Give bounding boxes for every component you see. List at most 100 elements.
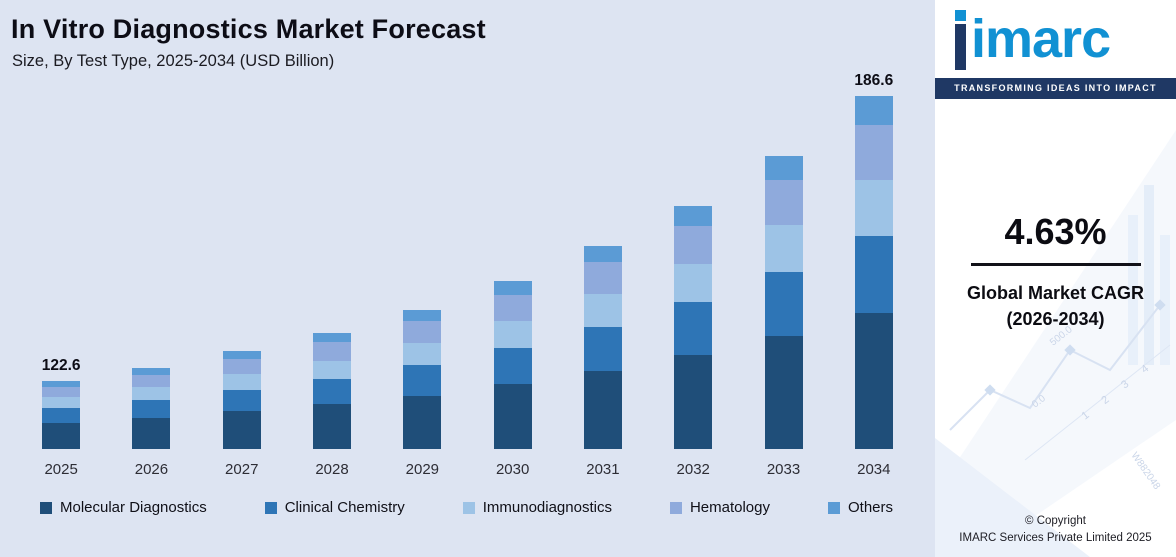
bar-segment-molecular-diagnostics bbox=[313, 404, 352, 449]
cagr-label: Global Market CAGR (2026-2034) bbox=[949, 280, 1162, 332]
bar-segment-molecular-diagnostics bbox=[42, 422, 81, 449]
bar-segment-molecular-diagnostics bbox=[403, 395, 442, 449]
bar-column: 2029 bbox=[377, 71, 467, 479]
bar-segment-immunodiagnostics bbox=[313, 360, 352, 380]
bar-segment-molecular-diagnostics bbox=[222, 411, 261, 449]
imarc-logo-text: imarc bbox=[971, 9, 1111, 70]
copyright-notice: © Copyright IMARC Services Private Limit… bbox=[935, 513, 1176, 548]
cagr-label-line1: Global Market CAGR bbox=[966, 283, 1145, 303]
imarc-logo: imarc bbox=[935, 0, 1176, 72]
legend-label: Hematology bbox=[689, 499, 770, 516]
stacked-bar bbox=[222, 351, 261, 449]
legend-swatch-icon bbox=[669, 501, 682, 514]
legend-item: Molecular Diagnostics bbox=[40, 499, 207, 516]
bar-segment-molecular-diagnostics bbox=[583, 370, 622, 449]
bar-segment-others bbox=[42, 381, 81, 387]
bar-segment-hematology bbox=[493, 294, 532, 321]
bar-segment-immunodiagnostics bbox=[493, 320, 532, 348]
bar-segment-others bbox=[222, 351, 261, 359]
bar-segment-molecular-diagnostics bbox=[854, 313, 893, 449]
legend-swatch-icon bbox=[827, 501, 840, 514]
x-axis-label: 2025 bbox=[44, 461, 78, 478]
copyright-line2: IMARC Services Private Limited 2025 bbox=[959, 531, 1152, 544]
bar-segment-hematology bbox=[313, 342, 352, 361]
bar-segment-clinical-chemistry bbox=[403, 365, 442, 396]
stacked-bar bbox=[854, 96, 893, 449]
stacked-bar bbox=[313, 333, 352, 449]
x-axis-label: 2031 bbox=[586, 461, 620, 478]
bar-segment-immunodiagnostics bbox=[854, 179, 893, 237]
bar-segment-others bbox=[674, 206, 713, 226]
legend-label: Others bbox=[847, 499, 893, 516]
bar-segment-clinical-chemistry bbox=[42, 408, 81, 423]
copyright-line1: © Copyright bbox=[1025, 514, 1086, 527]
bar-column: 2032 bbox=[648, 71, 738, 479]
legend-label: Clinical Chemistry bbox=[284, 499, 405, 516]
legend-item: Hematology bbox=[669, 499, 770, 516]
bar-segment-clinical-chemistry bbox=[583, 326, 622, 371]
imarc-logo-flag-icon bbox=[955, 10, 966, 70]
bar-column: 2027 bbox=[197, 71, 287, 479]
bar-segment-others bbox=[132, 368, 171, 375]
legend-label: Immunodiagnostics bbox=[482, 499, 612, 516]
brand-tagline: TRANSFORMING IDEAS INTO IMPACT bbox=[935, 78, 1176, 99]
legend-item: Others bbox=[827, 499, 893, 516]
bar-segment-molecular-diagnostics bbox=[764, 336, 803, 449]
bar-segment-others bbox=[313, 333, 352, 343]
x-axis-label: 2027 bbox=[225, 461, 259, 478]
cagr-value: 4.63% bbox=[1004, 211, 1107, 252]
x-axis-label: 2032 bbox=[676, 461, 710, 478]
bar-column: 122.6 2025 bbox=[16, 71, 106, 479]
bar-segment-hematology bbox=[764, 179, 803, 226]
bar-segment-immunodiagnostics bbox=[132, 387, 171, 401]
bar-segment-immunodiagnostics bbox=[583, 294, 622, 327]
bar-segment-hematology bbox=[674, 225, 713, 264]
bar-segment-immunodiagnostics bbox=[403, 343, 442, 366]
bar-segment-others bbox=[403, 310, 442, 322]
chart-title: In Vitro Diagnostics Market Forecast bbox=[11, 14, 486, 44]
chart-subtitle: Size, By Test Type, 2025-2034 (USD Billi… bbox=[12, 52, 335, 70]
bar-segment-hematology bbox=[42, 386, 81, 398]
bar-segment-clinical-chemistry bbox=[313, 379, 352, 405]
bar-total-label: 122.6 bbox=[41, 357, 81, 374]
bar-column: 2030 bbox=[467, 71, 557, 479]
x-axis-label: 2028 bbox=[315, 461, 349, 478]
bar-segment-clinical-chemistry bbox=[764, 272, 803, 337]
bar-segment-molecular-diagnostics bbox=[493, 384, 532, 449]
bar-segment-others bbox=[764, 156, 803, 180]
bar-segment-clinical-chemistry bbox=[854, 236, 893, 314]
brand-sidebar: 500.0 0.0 1 2 3 4 W882048 imarc TRANSFOR… bbox=[935, 0, 1176, 557]
bar-segment-immunodiagnostics bbox=[42, 397, 81, 408]
stacked-bar bbox=[583, 246, 622, 449]
legend-item: Immunodiagnostics bbox=[462, 499, 612, 516]
bar-segment-hematology bbox=[854, 124, 893, 180]
bar-segment-hematology bbox=[132, 374, 171, 388]
x-axis-label: 2034 bbox=[857, 461, 891, 478]
bar-segment-immunodiagnostics bbox=[222, 374, 261, 390]
chart-legend: Molecular Diagnostics Clinical Chemistry I… bbox=[0, 499, 935, 516]
stacked-bar bbox=[403, 310, 442, 449]
bar-segment-hematology bbox=[222, 358, 261, 375]
stacked-bar-plot: 122.6 2025 2026 2027 2028 2029 2030 2031 2032 203… bbox=[16, 71, 919, 479]
stat-underline bbox=[970, 263, 1141, 266]
x-axis-label: 2030 bbox=[495, 461, 530, 478]
cagr-label-line2: (2026-2034) bbox=[1006, 309, 1105, 330]
bar-segment-hematology bbox=[403, 321, 442, 344]
bar-column: 2031 bbox=[558, 71, 648, 479]
stacked-bar bbox=[764, 156, 803, 449]
bar-total-label: 186.6 bbox=[854, 72, 894, 89]
cagr-stat: 4.63% Global Market CAGR (2026-2034) bbox=[935, 211, 1176, 332]
bar-segment-others bbox=[854, 96, 893, 125]
bar-column: 2026 bbox=[106, 71, 196, 479]
bar-segment-others bbox=[493, 281, 532, 295]
decorative-chart-graphic: 500.0 0.0 1 2 3 4 W882048 bbox=[935, 130, 1176, 557]
legend-label: Molecular Diagnostics bbox=[60, 499, 207, 516]
bar-segment-others bbox=[583, 246, 622, 263]
bar-column: 2028 bbox=[287, 71, 377, 479]
stacked-bar bbox=[674, 206, 713, 449]
bar-segment-clinical-chemistry bbox=[222, 389, 261, 412]
bar-segment-immunodiagnostics bbox=[674, 263, 713, 303]
sidebar-content: imarc TRANSFORMING IDEAS INTO IMPACT 4.6… bbox=[935, 0, 1176, 557]
stacked-bar bbox=[493, 281, 532, 449]
